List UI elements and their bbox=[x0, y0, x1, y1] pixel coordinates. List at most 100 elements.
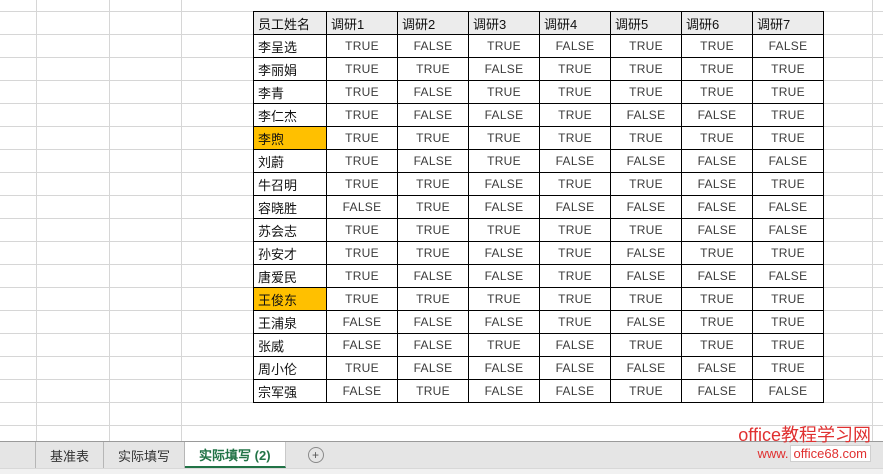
survey-value-cell[interactable]: FALSE bbox=[397, 103, 469, 127]
survey-value-cell[interactable]: TRUE bbox=[326, 103, 398, 127]
survey-value-cell[interactable]: FALSE bbox=[397, 310, 469, 334]
survey-value-cell[interactable]: TRUE bbox=[397, 379, 469, 403]
survey-value-cell[interactable]: TRUE bbox=[397, 218, 469, 242]
survey-value-cell[interactable]: FALSE bbox=[397, 264, 469, 288]
survey-value-cell[interactable]: TRUE bbox=[326, 356, 398, 380]
survey-value-cell[interactable]: TRUE bbox=[326, 34, 398, 58]
survey-value-cell[interactable]: TRUE bbox=[397, 287, 469, 311]
survey-value-cell[interactable]: FALSE bbox=[752, 34, 824, 58]
survey-value-cell[interactable]: TRUE bbox=[610, 57, 682, 81]
sheet-tab-active[interactable]: 实际填写 (2) bbox=[185, 442, 286, 468]
survey-value-cell[interactable]: TRUE bbox=[539, 57, 611, 81]
survey-value-cell[interactable]: TRUE bbox=[610, 379, 682, 403]
survey-value-cell[interactable]: TRUE bbox=[539, 103, 611, 127]
employee-name-cell[interactable]: 牛召明 bbox=[253, 172, 327, 196]
survey-value-cell[interactable]: FALSE bbox=[681, 264, 753, 288]
survey-value-cell[interactable]: TRUE bbox=[468, 287, 540, 311]
survey-value-cell[interactable]: TRUE bbox=[539, 264, 611, 288]
survey-value-cell[interactable]: TRUE bbox=[610, 218, 682, 242]
employee-name-cell[interactable]: 李仁杰 bbox=[253, 103, 327, 127]
survey-value-cell[interactable]: FALSE bbox=[610, 310, 682, 334]
survey-value-cell[interactable]: FALSE bbox=[681, 195, 753, 219]
worksheet-grid[interactable]: 员工姓名 调研1 调研2 调研3 调研4 调研5 调研6 调研7 李呈选 TRUE FALSE TR… bbox=[0, 0, 883, 441]
survey-value-cell[interactable]: TRUE bbox=[752, 172, 824, 196]
survey-value-cell[interactable]: FALSE bbox=[610, 103, 682, 127]
survey-value-cell[interactable]: FALSE bbox=[539, 379, 611, 403]
employee-name-cell[interactable]: 张威 bbox=[253, 333, 327, 357]
survey-value-cell[interactable]: FALSE bbox=[610, 356, 682, 380]
survey-value-cell[interactable]: TRUE bbox=[681, 34, 753, 58]
survey-value-cell[interactable]: FALSE bbox=[752, 379, 824, 403]
employee-name-cell[interactable]: 苏会志 bbox=[253, 218, 327, 242]
survey-value-cell[interactable]: FALSE bbox=[326, 333, 398, 357]
column-header[interactable]: 员工姓名 bbox=[253, 11, 327, 35]
employee-name-cell[interactable]: 周小伦 bbox=[253, 356, 327, 380]
survey-value-cell[interactable]: TRUE bbox=[326, 80, 398, 104]
survey-value-cell[interactable]: FALSE bbox=[752, 195, 824, 219]
survey-value-cell[interactable]: FALSE bbox=[468, 310, 540, 334]
survey-value-cell[interactable]: FALSE bbox=[610, 241, 682, 265]
employee-name-cell[interactable]: 李呈选 bbox=[253, 34, 327, 58]
survey-value-cell[interactable]: TRUE bbox=[610, 34, 682, 58]
survey-value-cell[interactable]: FALSE bbox=[752, 264, 824, 288]
survey-value-cell[interactable]: TRUE bbox=[610, 287, 682, 311]
survey-value-cell[interactable]: TRUE bbox=[752, 80, 824, 104]
employee-name-cell[interactable]: 李丽娟 bbox=[253, 57, 327, 81]
column-header[interactable]: 调研7 bbox=[752, 11, 824, 35]
survey-value-cell[interactable]: FALSE bbox=[681, 218, 753, 242]
survey-value-cell[interactable]: FALSE bbox=[468, 356, 540, 380]
sheet-tab-inactive[interactable]: 基准表 bbox=[36, 442, 105, 468]
survey-value-cell[interactable]: TRUE bbox=[397, 195, 469, 219]
survey-value-cell[interactable]: TRUE bbox=[610, 333, 682, 357]
survey-value-cell[interactable]: FALSE bbox=[397, 149, 469, 173]
survey-value-cell[interactable]: FALSE bbox=[326, 379, 398, 403]
survey-value-cell[interactable]: TRUE bbox=[539, 80, 611, 104]
survey-value-cell[interactable]: TRUE bbox=[752, 57, 824, 81]
survey-value-cell[interactable]: FALSE bbox=[468, 57, 540, 81]
survey-value-cell[interactable]: FALSE bbox=[681, 379, 753, 403]
column-header[interactable]: 调研4 bbox=[539, 11, 611, 35]
survey-value-cell[interactable]: TRUE bbox=[326, 149, 398, 173]
survey-value-cell[interactable]: FALSE bbox=[681, 149, 753, 173]
survey-value-cell[interactable]: FALSE bbox=[539, 195, 611, 219]
survey-value-cell[interactable]: TRUE bbox=[397, 172, 469, 196]
column-header[interactable]: 调研1 bbox=[326, 11, 398, 35]
employee-name-cell[interactable]: 唐爱民 bbox=[253, 264, 327, 288]
survey-value-cell[interactable]: FALSE bbox=[610, 149, 682, 173]
survey-value-cell[interactable]: TRUE bbox=[539, 241, 611, 265]
survey-value-cell[interactable]: TRUE bbox=[468, 80, 540, 104]
survey-value-cell[interactable]: FALSE bbox=[326, 310, 398, 334]
add-sheet-button[interactable]: + bbox=[307, 447, 324, 463]
employee-name-cell[interactable]: 刘蔚 bbox=[253, 149, 327, 173]
employee-name-cell[interactable]: 李青 bbox=[253, 80, 327, 104]
column-header[interactable]: 调研3 bbox=[468, 11, 540, 35]
survey-value-cell[interactable]: TRUE bbox=[397, 57, 469, 81]
survey-value-cell[interactable]: TRUE bbox=[610, 126, 682, 150]
survey-value-cell[interactable]: TRUE bbox=[468, 149, 540, 173]
survey-value-cell[interactable]: FALSE bbox=[539, 333, 611, 357]
survey-value-cell[interactable]: TRUE bbox=[681, 333, 753, 357]
survey-value-cell[interactable]: TRUE bbox=[539, 172, 611, 196]
survey-value-cell[interactable]: TRUE bbox=[326, 126, 398, 150]
survey-value-cell[interactable]: FALSE bbox=[397, 34, 469, 58]
survey-value-cell[interactable]: TRUE bbox=[326, 218, 398, 242]
column-header[interactable]: 调研6 bbox=[681, 11, 753, 35]
survey-value-cell[interactable]: FALSE bbox=[539, 34, 611, 58]
survey-value-cell[interactable]: TRUE bbox=[326, 264, 398, 288]
survey-value-cell[interactable]: FALSE bbox=[468, 379, 540, 403]
survey-value-cell[interactable]: TRUE bbox=[468, 333, 540, 357]
column-header[interactable]: 调研2 bbox=[397, 11, 469, 35]
survey-value-cell[interactable]: TRUE bbox=[468, 34, 540, 58]
survey-value-cell[interactable]: TRUE bbox=[326, 57, 398, 81]
survey-value-cell[interactable]: TRUE bbox=[681, 57, 753, 81]
sheet-tab-inactive[interactable]: 实际填写 bbox=[104, 442, 186, 468]
survey-value-cell[interactable]: TRUE bbox=[397, 241, 469, 265]
survey-value-cell[interactable]: TRUE bbox=[752, 241, 824, 265]
survey-value-cell[interactable]: TRUE bbox=[752, 103, 824, 127]
survey-value-cell[interactable]: FALSE bbox=[468, 241, 540, 265]
survey-value-cell[interactable]: TRUE bbox=[539, 287, 611, 311]
survey-value-cell[interactable]: TRUE bbox=[752, 310, 824, 334]
survey-value-cell[interactable]: FALSE bbox=[610, 264, 682, 288]
survey-value-cell[interactable]: TRUE bbox=[326, 241, 398, 265]
survey-value-cell[interactable]: TRUE bbox=[326, 172, 398, 196]
